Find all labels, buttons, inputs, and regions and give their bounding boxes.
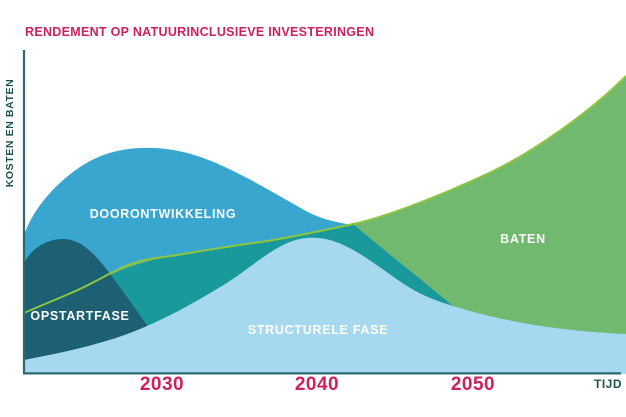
y-axis-label: KOSTEN EN BATEN — [4, 78, 16, 188]
label-opstartfase: OPSTARTFASE — [30, 309, 130, 323]
x-tick-2030: 2030 — [139, 374, 185, 395]
x-axis-title-tijd: TIJD — [594, 377, 623, 391]
area-structurele-fase — [24, 237, 626, 374]
label-doorontwikkeling: DOORONTWIKKELING — [89, 207, 237, 221]
x-tick-2040: 2040 — [294, 374, 340, 395]
label-baten: BATEN — [500, 232, 546, 246]
chart-title: RENDEMENT OP NATUURINCLUSIEVE INVESTERIN… — [25, 25, 375, 39]
baten-line — [23, 75, 626, 314]
label-structurele-fase: STRUCTURELE FASE — [247, 323, 389, 337]
x-tick-2050: 2050 — [450, 374, 496, 395]
